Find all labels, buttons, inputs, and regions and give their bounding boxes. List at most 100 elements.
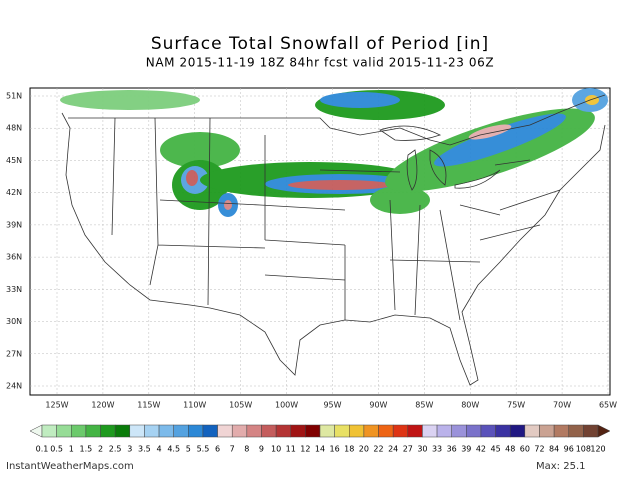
colorbar-cell	[436, 424, 452, 438]
canada-border	[68, 94, 606, 146]
colorbar-cell	[261, 424, 277, 438]
colorbar-label: 36	[447, 445, 457, 454]
snow-area	[160, 132, 240, 168]
colorbar-label: 45	[490, 445, 500, 454]
colorbar-cell	[41, 424, 57, 438]
colorbar-label: 3.5	[138, 445, 151, 454]
colorbar-label: 0.5	[50, 445, 63, 454]
colorbar-label: 108	[576, 445, 591, 454]
colorbar-cell	[553, 424, 569, 438]
colorbar-label: 20	[359, 445, 369, 454]
colorbar-label: 72	[534, 445, 544, 454]
lat-label: 36N	[6, 253, 22, 262]
colorbar-label: 3	[127, 445, 132, 454]
snow-area	[320, 92, 400, 108]
colorbar-label: 18	[344, 445, 354, 454]
colorbar-cell	[568, 424, 584, 438]
lat-label: 39N	[6, 220, 22, 229]
colorbar-label: 27	[403, 445, 413, 454]
colorbar-cell	[305, 424, 321, 438]
colorbar-label: 11	[286, 445, 296, 454]
colorbar-label: 16	[330, 445, 340, 454]
lat-label: 30N	[6, 317, 22, 326]
colorbar-cell	[539, 424, 555, 438]
site-credit: InstantWeatherMaps.com	[6, 461, 134, 472]
colorbar-cell	[144, 424, 160, 438]
lon-label: 85W	[415, 401, 433, 410]
lon-label: 120W	[91, 401, 114, 410]
colorbar-cell	[407, 424, 423, 438]
lat-label: 48N	[6, 124, 22, 133]
max-value: Max: 25.1	[536, 461, 586, 472]
colorbar-label: 4.5	[167, 445, 180, 454]
lon-label: 75W	[507, 401, 525, 410]
state-lines	[111, 117, 561, 321]
snow-area	[434, 113, 566, 167]
lon-label: 125W	[45, 401, 68, 410]
colorbar-cell	[188, 424, 204, 438]
lon-labels: 125W 120W 115W 110W 105W 100W 95W 90W 85W 80W 75W 7…	[45, 401, 617, 410]
colorbar-label: 22	[373, 445, 383, 454]
colorbar-label: 7	[230, 445, 235, 454]
colorbar-cell	[363, 424, 379, 438]
colorbar-label: 1.5	[80, 445, 93, 454]
colorbar-cell	[480, 424, 496, 438]
lon-label: 110W	[183, 401, 206, 410]
snow-area	[224, 200, 232, 210]
lat-label: 51N	[6, 92, 22, 101]
colorbar-end	[597, 424, 611, 438]
colorbar-label: 9	[259, 445, 264, 454]
lat-labels: 51N 48N 45N 42N 39N 36N 33N 30N 27N 24N	[6, 92, 22, 391]
snow-area	[585, 95, 599, 105]
snow-area	[186, 170, 198, 186]
colorbar-label: 42	[476, 445, 486, 454]
borders	[61, 94, 606, 386]
colorbar: 0.1 0.5 1 1.5 2 2.5 3 3.5 4 4.5 5 5.5 6 7 8 9 10 11 12 14 16…	[29, 424, 611, 454]
colorbar-cell	[451, 424, 467, 438]
colorbar-cell	[392, 424, 409, 438]
colorbar-cell	[114, 424, 131, 438]
lon-label: 80W	[461, 401, 479, 410]
colorbar-cell	[231, 424, 248, 438]
colorbar-cell	[217, 424, 233, 438]
colorbar-label: 33	[432, 445, 442, 454]
title: Surface Total Snowfall of Period [in]	[151, 34, 489, 54]
snow-area	[288, 180, 392, 190]
colorbar-cell	[246, 424, 262, 438]
lat-label: 24N	[6, 382, 22, 391]
colorbar-cell	[56, 424, 72, 438]
colorbar-label: 4	[157, 445, 162, 454]
colorbar-label: 96	[564, 445, 574, 454]
snowfall	[60, 88, 608, 217]
colorbar-cell	[378, 424, 394, 438]
colorbar-label: 2	[98, 445, 103, 454]
colorbar-label: 30	[417, 445, 427, 454]
colorbar-cell	[71, 424, 87, 438]
colorbar-cell	[524, 424, 540, 438]
colorbar-label: 0.1	[36, 445, 49, 454]
colorbar-cell	[509, 424, 526, 438]
colorbar-label: 2.5	[109, 445, 122, 454]
colorbar-label: 12	[300, 445, 310, 454]
colorbar-cell	[275, 424, 291, 438]
colorbar-cell	[349, 424, 365, 438]
colorbar-cell	[158, 424, 174, 438]
colorbar-cell	[422, 424, 438, 438]
colorbar-label: 8	[244, 445, 249, 454]
colorbar-cell	[583, 424, 599, 438]
snow-area	[468, 124, 512, 140]
lat-label: 42N	[6, 188, 22, 197]
colorbar-cell	[495, 424, 511, 438]
colorbar-cell	[85, 424, 101, 438]
colorbar-label: 24	[388, 445, 398, 454]
colorbar-cell	[100, 424, 116, 438]
colorbar-cell	[173, 424, 189, 438]
lat-label: 33N	[6, 285, 22, 294]
lon-label: 115W	[137, 401, 160, 410]
lon-label: 70W	[553, 401, 571, 410]
lon-label: 90W	[369, 401, 387, 410]
lat-label: 45N	[6, 156, 22, 165]
colorbar-label: 1	[69, 445, 74, 454]
